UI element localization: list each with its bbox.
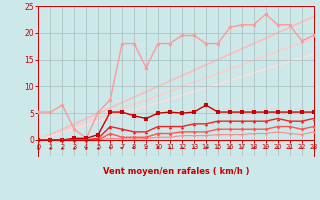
X-axis label: Vent moyen/en rafales ( km/h ): Vent moyen/en rafales ( km/h )	[103, 167, 249, 176]
